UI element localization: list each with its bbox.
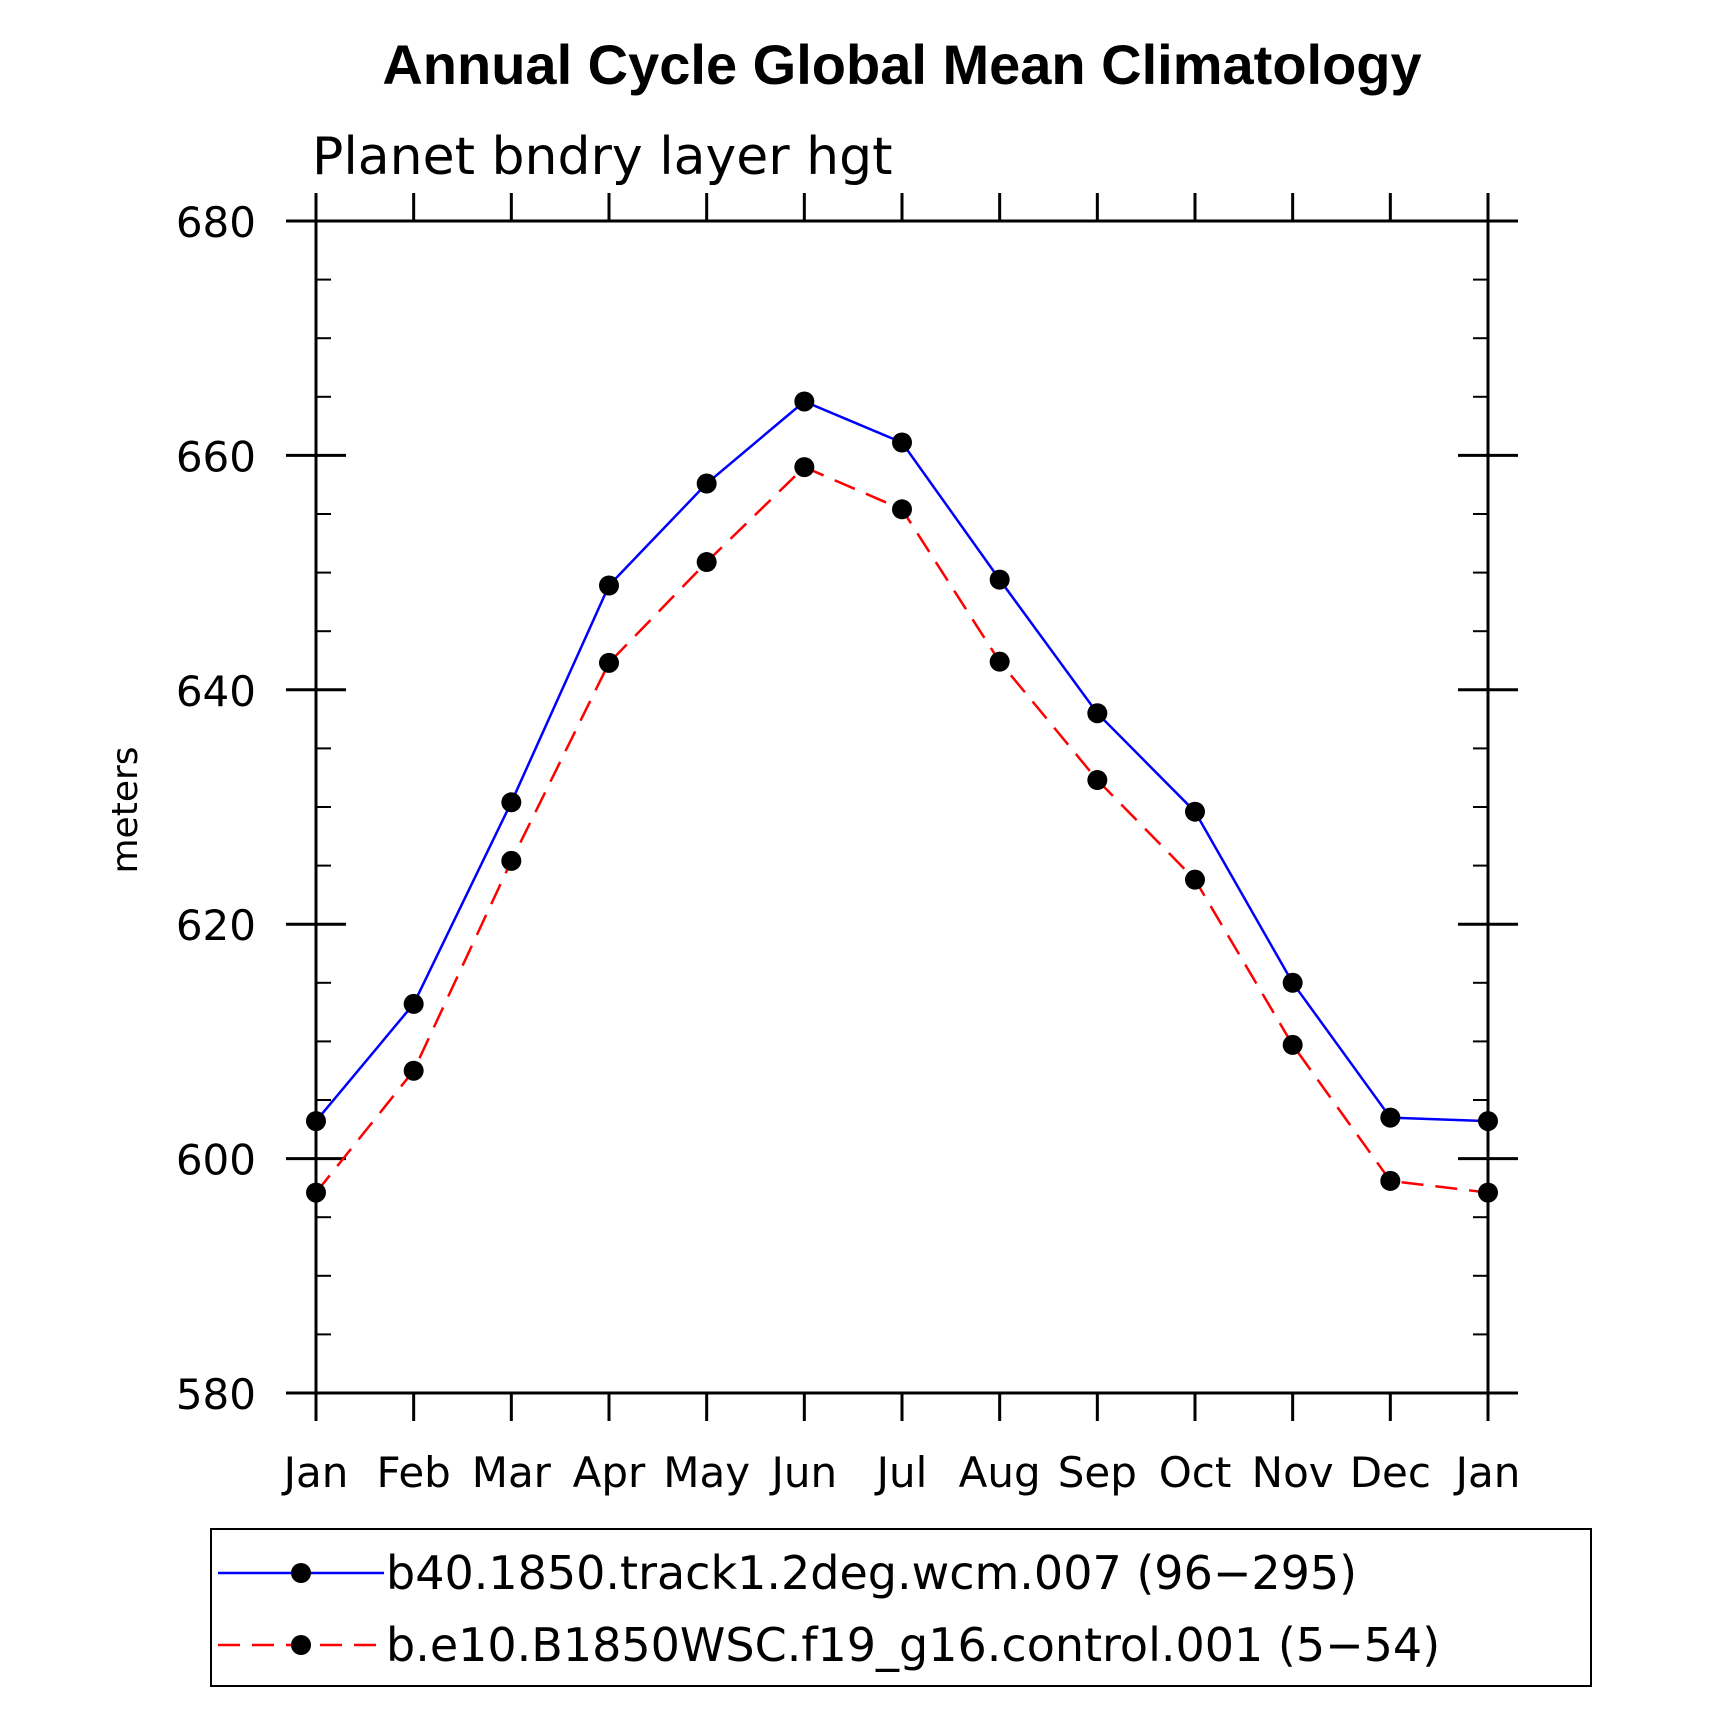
series-0-point [1282, 972, 1303, 993]
plot-frame [314, 219, 1490, 1395]
legend-box [210, 1528, 1592, 1687]
series-0-point [403, 993, 424, 1014]
series-1-point [501, 850, 522, 871]
x-tick-label: Jan [281, 1448, 349, 1497]
chart-title: Annual Cycle Global Mean Climatology [382, 33, 1421, 96]
chart-subtitle: Planet bndry layer hgt [312, 127, 893, 187]
x-tick-label: Dec [1350, 1448, 1431, 1497]
y-tick-label: 640 [176, 667, 256, 716]
x-tick-labels: Jan Feb Mar Apr May Jun Jul Aug Sep Oct Nov Dec Jan [281, 1448, 1521, 1497]
series-1-point [794, 457, 815, 478]
series-1-point [696, 552, 717, 573]
y-tick-label: 680 [176, 198, 256, 247]
x-tick-label: Jan [1453, 1448, 1521, 1497]
series-0-point [1185, 801, 1205, 822]
series-1-point [403, 1060, 424, 1081]
series-0-point [1380, 1107, 1401, 1128]
series-0-point [696, 473, 717, 494]
series-1-point [1282, 1034, 1303, 1055]
x-tick-label: Apr [573, 1448, 646, 1497]
x-tick-label: Oct [1159, 1448, 1232, 1497]
legend-label-red: b.e10.B1850WSC.f19_g16.control.001 (5−54… [386, 1618, 1440, 1672]
series-0-point [989, 569, 1010, 590]
series-0-point [892, 432, 912, 453]
series-0-point [1087, 703, 1108, 724]
x-tick-label: May [663, 1448, 750, 1497]
series-0-point [501, 792, 522, 813]
series-1-point [1087, 770, 1108, 791]
legend-marker-red [291, 1635, 311, 1655]
x-tick-label: Jul [874, 1448, 928, 1497]
y-tick-label: 660 [176, 432, 256, 481]
legend: b40.1850.track1.2deg.wcm.007 (96−295) b.… [210, 1528, 1592, 1687]
legend-label-blue: b40.1850.track1.2deg.wcm.007 (96−295) [386, 1546, 1357, 1600]
legend-marker-blue [291, 1563, 311, 1583]
y-tick-label: 580 [176, 1370, 256, 1419]
series-0-point [599, 575, 619, 596]
series-line-1 [315, 465, 1489, 1194]
x-tick-label: Nov [1252, 1448, 1334, 1497]
series-1-point [599, 652, 619, 673]
series-1-point [892, 499, 912, 520]
series-1-point [989, 651, 1010, 672]
x-tick-label: Jun [769, 1448, 838, 1497]
x-tick-label: Mar [472, 1448, 552, 1497]
series-layer [306, 391, 1498, 1203]
x-tick-label: Aug [959, 1448, 1041, 1497]
series-1-point [1380, 1170, 1401, 1191]
y-tick-label: 620 [176, 901, 256, 950]
x-tick-label: Feb [376, 1448, 450, 1497]
series-0-point [794, 391, 815, 412]
ticks [286, 193, 1518, 1421]
series-1-point [1185, 869, 1205, 890]
y-tick-labels: 580 600 620 640 660 680 [176, 198, 256, 1419]
y-axis-label: meters [105, 746, 146, 873]
x-tick-label: Sep [1058, 1448, 1137, 1497]
y-tick-label: 600 [176, 1136, 256, 1185]
